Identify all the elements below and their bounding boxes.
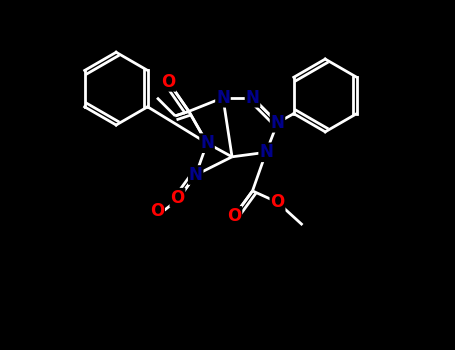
Text: O: O <box>270 193 285 211</box>
Text: N: N <box>259 143 273 161</box>
Text: O: O <box>170 189 185 207</box>
Text: O: O <box>227 207 242 225</box>
Text: N: N <box>216 89 230 107</box>
Text: N: N <box>246 89 259 107</box>
Text: O: O <box>161 73 176 91</box>
Text: N: N <box>200 134 214 152</box>
Text: N: N <box>189 166 202 184</box>
Text: N: N <box>271 114 284 132</box>
Text: O: O <box>150 202 164 220</box>
